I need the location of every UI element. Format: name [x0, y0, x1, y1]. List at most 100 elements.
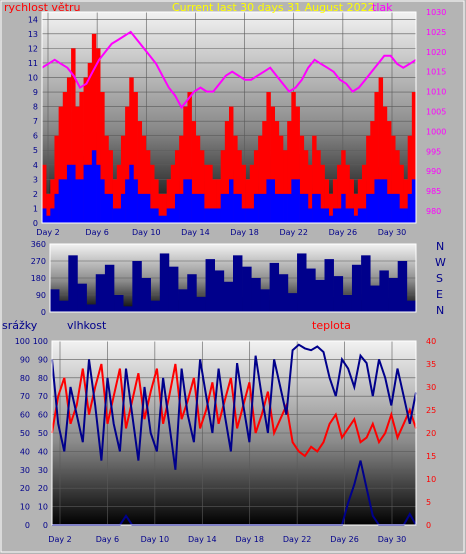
direction-bar: [114, 295, 124, 312]
gust-bar: [382, 106, 388, 223]
wind-bars: [42, 33, 417, 224]
temperature-tick-label: 0: [426, 521, 431, 530]
gust-bar: [100, 92, 105, 223]
avg-wind-bar: [75, 179, 80, 223]
gust-bar: [125, 106, 130, 223]
direction-bar: [297, 253, 307, 312]
direction-bar: [159, 253, 170, 312]
avg-wind-bar: [204, 208, 209, 223]
avg-wind-bar: [183, 179, 188, 223]
direction-bar: [278, 274, 289, 312]
pressure-axis-label: tlak: [372, 1, 393, 14]
gust-bar: [328, 193, 334, 223]
gust-bar: [170, 164, 176, 223]
wind-x-tick-label: Day 22: [279, 228, 308, 237]
avg-wind-bar: [54, 193, 59, 223]
wind-x-tick-label: Day 26: [329, 228, 358, 237]
gust-bar: [245, 179, 251, 223]
gust-bar: [166, 179, 172, 223]
wind-tick-label: 6: [33, 132, 38, 141]
direction-bar: [342, 295, 353, 312]
avg-wind-bar: [270, 179, 276, 223]
gust-bar: [87, 62, 93, 224]
gust-bar: [241, 164, 246, 223]
avg-wind-bar: [258, 193, 263, 223]
wind-tick-label: 1: [33, 204, 38, 213]
gust-bar: [216, 179, 221, 223]
temperature-tick-label: 5: [426, 498, 431, 507]
gust-bar: [374, 92, 379, 223]
direction-y-ticks: 0 90 180 270 360: [31, 240, 46, 317]
temperature-tick-label: 15: [426, 452, 436, 461]
avg-wind-bar: [337, 208, 342, 223]
gust-bar: [58, 106, 64, 223]
avg-wind-bar: [241, 208, 246, 223]
gust-bar: [266, 92, 271, 223]
temperature-axis-label: teplota: [312, 319, 351, 332]
gust-bar: [137, 121, 143, 223]
gust-bar: [79, 92, 84, 223]
humidity-tick-label: 60: [38, 411, 48, 420]
pressure-tick-label: 1000: [426, 127, 446, 136]
direction-bars: [50, 253, 417, 312]
humidity-x-tick-label: Day 22: [283, 535, 312, 544]
avg-wind-bar: [162, 215, 167, 223]
avg-wind-bar: [332, 208, 338, 223]
wind-tick-label: 3: [33, 175, 38, 184]
direction-tick-label: 0: [41, 308, 46, 317]
direction-bar: [205, 259, 215, 312]
gust-bar: [133, 92, 138, 223]
direction-bar: [141, 278, 151, 312]
avg-wind-bar: [166, 208, 172, 223]
avg-wind-bar: [283, 193, 288, 223]
humidity-x-tick-label: Day 26: [330, 535, 359, 544]
compass-e: E: [436, 288, 443, 301]
direction-bar: [379, 270, 389, 312]
gust-bar: [46, 193, 51, 223]
pressure-tick-label: 1015: [426, 68, 446, 77]
gust-bar: [145, 150, 151, 223]
direction-bar: [178, 289, 188, 312]
humidity-tick-label: 70: [38, 392, 48, 401]
avg-wind-bar: [71, 164, 76, 223]
avg-wind-bar: [83, 164, 89, 223]
humidity-line: [51, 343, 417, 470]
direction-bar: [132, 261, 142, 312]
avg-wind-bar: [403, 208, 408, 223]
direction-bar: [150, 300, 161, 312]
avg-wind-bar: [154, 208, 159, 223]
gust-bar: [303, 150, 309, 223]
gust-bar: [129, 77, 134, 223]
gust-bar: [262, 121, 267, 223]
rain-tick-label: 50: [20, 429, 30, 438]
wind-plot-frame: [41, 11, 417, 224]
compass-n-bottom: N: [436, 304, 444, 317]
gust-bar: [287, 121, 292, 223]
direction-bar: [59, 300, 69, 312]
humidity-tick-label: 80: [38, 374, 48, 383]
avg-wind-bar: [320, 208, 325, 223]
avg-wind-bar: [137, 193, 143, 223]
gust-bar: [208, 164, 213, 223]
gust-bar: [150, 164, 155, 223]
avg-wind-bar: [141, 193, 147, 223]
avg-wind-bar: [399, 208, 404, 223]
pressure-tick-label: 990: [426, 167, 441, 176]
direction-bar: [104, 264, 115, 312]
gust-bar: [54, 135, 59, 223]
humidity-x-ticks: Day 2 Day 6 Day 10 Day 14 Day 18 Day 22 Day 26…: [48, 535, 406, 544]
direction-bar: [223, 281, 234, 312]
pressure-tick-label: 985: [426, 187, 441, 196]
humidity-plot-frame: [51, 340, 417, 526]
avg-wind-bar: [316, 193, 321, 223]
avg-wind-bar: [79, 179, 84, 223]
gust-bar: [258, 135, 263, 223]
rain-tick-label: 20: [20, 484, 30, 493]
gust-bar: [320, 164, 325, 223]
avg-wind-bar: [299, 193, 305, 223]
avg-wind-bar: [208, 208, 213, 223]
gust-bar: [224, 121, 230, 223]
humidity-grid: [52, 340, 416, 526]
pressure-line: [41, 30, 417, 110]
